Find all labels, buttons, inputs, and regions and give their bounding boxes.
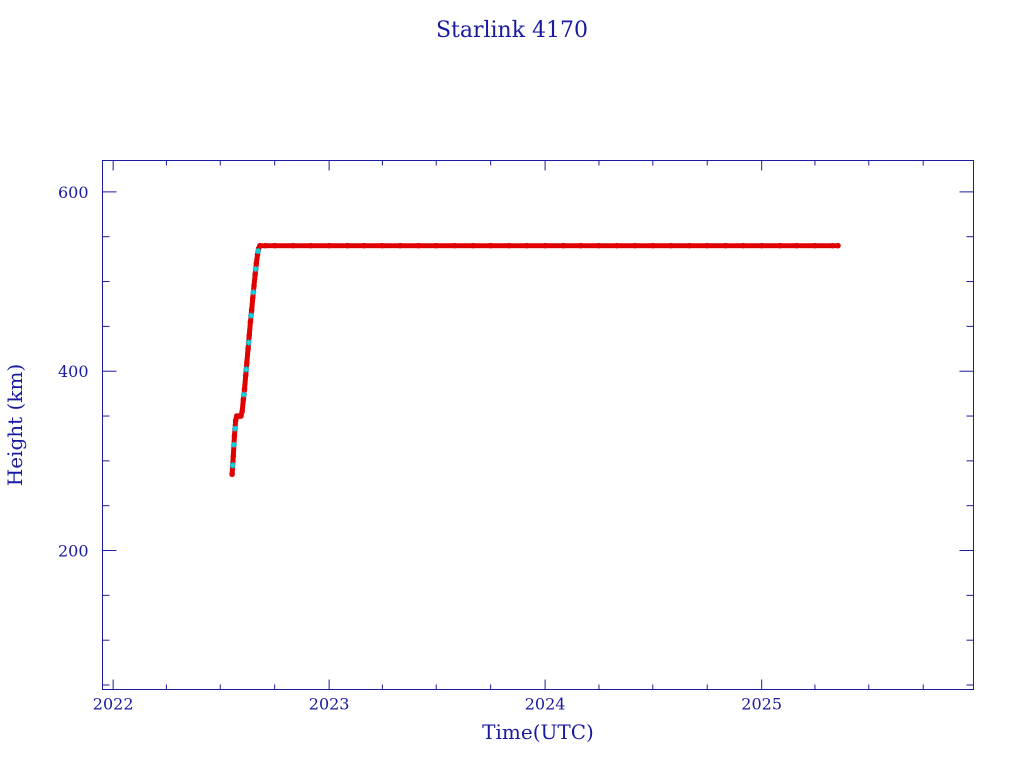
tick-labels: 2022 2023 2024 2025 200 400 600 [58,183,782,714]
x-tick-label: 2025 [741,695,782,714]
data-points [229,242,841,478]
data-point-star [245,339,252,346]
plot-frame [102,160,974,690]
data-point-star [240,391,247,398]
data-point-star [229,462,236,469]
data-point [835,242,841,249]
data-point-star [250,289,257,296]
y-tick-label: 600 [58,183,89,202]
data-point-star [255,248,262,255]
y-tick-label: 200 [58,542,89,561]
data-point-star [243,366,250,373]
y-tick-label: 400 [58,362,89,381]
data-point-star [230,441,237,448]
x-axis-label: Time(UTC) [482,720,594,744]
y-axis-label: Height (km) [3,364,27,486]
data-point-star [252,265,259,272]
data-point-star [248,312,255,319]
axis-ticks [102,160,974,690]
data-point-star [232,425,239,432]
x-tick-label: 2023 [309,695,350,714]
chart-title: Starlink 4170 [436,18,588,43]
x-tick-label: 2024 [525,695,566,714]
x-tick-label: 2022 [93,695,134,714]
